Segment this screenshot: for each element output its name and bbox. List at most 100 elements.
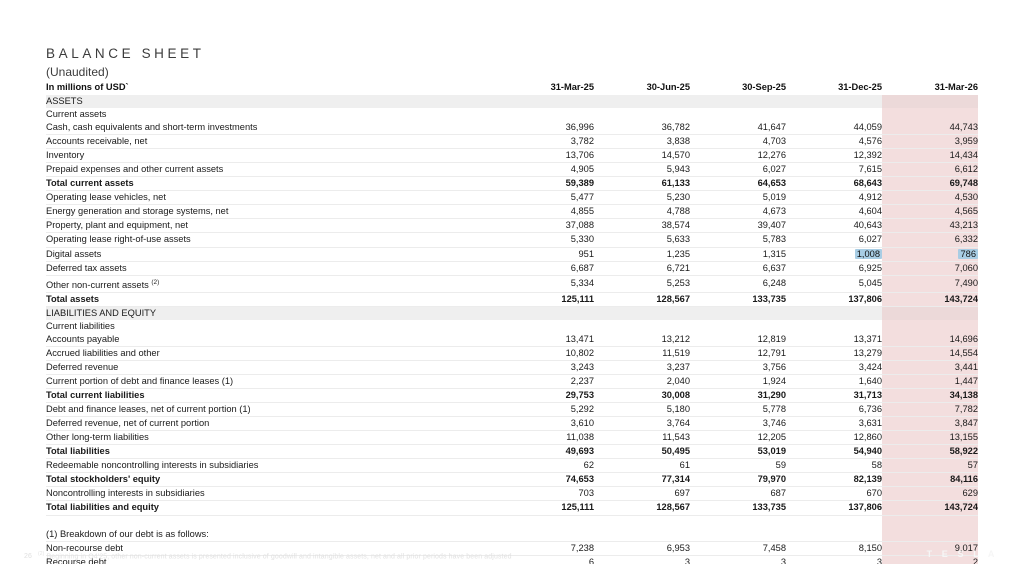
cell-c4: 3,424 [786,360,882,376]
cell-c2: 77,314 [594,472,690,488]
cell-c1 [498,320,594,333]
cell-c5[interactable]: 786 [882,247,978,262]
cell-c5[interactable]: 34,138 [882,388,978,404]
table-row: Accounts receivable, net 3,782 3,838 4,703 4… [46,134,978,150]
selected-cell-value[interactable]: 1,008 [854,248,882,259]
cell-c5[interactable]: 4,530 [882,190,978,206]
cell-c5[interactable]: 84,116 [882,472,978,488]
cell-c5[interactable]: 7,782 [882,402,978,418]
table-row: Deferred tax assets 6,687 6,721 6,637 6,925 7… [46,261,978,276]
cell-c5[interactable] [882,515,978,529]
group-header-current-liabilities: Current liabilities [46,319,978,333]
column-header-1: 31-Mar-25 [550,82,594,92]
cell-c2 [594,515,690,528]
cell-c1: 59,389 [498,176,594,192]
cell-c5[interactable] [882,306,978,320]
cell-c4 [786,108,882,121]
selected-cell-value[interactable]: 786 [958,248,978,259]
cell-c5[interactable]: 3,441 [882,360,978,376]
cell-c5[interactable]: 7,060 [882,261,978,276]
cell-c3: 12,276 [690,148,786,164]
cell-c2: 36,782 [594,121,690,136]
note-title-row: (1) Breakdown of our debt is as follows: [46,528,978,543]
row-label: Energy generation and storage systems, n… [46,204,498,220]
cell-c5[interactable] [882,319,978,333]
cell-c5[interactable]: 14,434 [882,148,978,164]
cell-c5[interactable]: 9,017 [882,541,978,557]
cell-c5[interactable]: 43,213 [882,218,978,234]
cell-c5[interactable]: 143,724 [882,291,978,307]
cell-c2: 3,237 [594,360,690,376]
balance-sheet-table: In millions of USD` 31-Mar-25 30-Jun-25 30-… [46,80,978,564]
cell-c4: 13,279 [786,346,882,361]
cell-c5[interactable] [882,528,978,543]
cell-c5[interactable]: 69,748 [882,176,978,192]
cell-c5[interactable]: 1,447 [882,374,978,390]
cell-c5[interactable]: 3,959 [882,134,978,150]
cell-c1 [498,306,594,320]
table-row: Digital assets 951 1,235 1,315 1,008 786 [46,247,978,262]
cell-c2: 6,953 [594,541,690,557]
total-row: Total current assets 59,389 61,133 64,653 68… [46,176,978,192]
row-label: Total liabilities [46,444,498,460]
row-label: Noncontrolling interests in subsidiaries [46,486,498,502]
row-label: Redeemable noncontrolling interests in s… [46,458,498,474]
cell-c5[interactable]: 14,696 [882,332,978,347]
total-row: Total current liabilities 29,753 30,008 31,… [46,388,978,404]
row-label: Non-recourse debt [46,541,498,557]
cell-c5[interactable]: 143,724 [882,500,978,516]
cell-c4: 5,045 [786,275,882,293]
cell-c4: 12,392 [786,148,882,164]
section-header-liabilities: LIABILITIES AND EQUITY [46,306,978,320]
cell-c3 [690,95,786,109]
cell-c4 [786,320,882,333]
cell-c3: 1,315 [690,247,786,262]
cell-c5[interactable]: 58,922 [882,444,978,460]
column-header-row: In millions of USD` 31-Mar-25 30-Jun-25 30-… [46,80,978,95]
row-label: (1) Breakdown of our debt is as follows: [46,528,498,543]
row-label: Accrued liabilities and other [46,346,498,361]
cell-c5[interactable] [882,95,978,109]
table-row: Accrued liabilities and other 10,802 11,51… [46,346,978,361]
cell-c3: 133,735 [690,291,786,307]
table-row: Inventory 13,706 14,570 12,276 12,392 14,434 [46,148,978,164]
cell-c5[interactable]: 57 [882,458,978,474]
cell-c5[interactable]: 6,612 [882,162,978,178]
cell-c2: 11,543 [594,430,690,446]
cell-c2: 5,633 [594,232,690,248]
cell-c1: 6 [498,555,594,564]
cell-c5[interactable]: 13,155 [882,430,978,446]
cell-c2 [594,95,690,109]
cell-c5[interactable]: 14,554 [882,346,978,361]
cell-c5[interactable]: 2 [882,555,978,564]
cell-c3: 4,673 [690,204,786,220]
spacer-row [46,515,978,529]
cell-c5[interactable] [882,108,978,122]
cell-c5[interactable]: 44,743 [882,121,978,136]
table-row: Redeemable noncontrolling interests in s… [46,458,978,474]
cell-c4: 13,371 [786,332,882,347]
cell-c3: 5,019 [690,190,786,206]
column-header-2: 30-Jun-25 [646,82,690,92]
cell-c2: 61 [594,458,690,474]
cell-c5[interactable]: 4,565 [882,204,978,220]
cell-c5[interactable]: 7,490 [882,275,978,293]
cell-c2: 2,040 [594,374,690,390]
cell-c2: 128,567 [594,500,690,516]
cell-c2: 1,235 [594,247,690,262]
row-label: Total current liabilities [46,388,498,404]
row-label: Total liabilities and equity [46,500,498,516]
cell-c4: 82,139 [786,472,882,488]
table-row: Other non-current assets (2) 5,334 5,253 6,… [46,275,978,293]
cell-c5[interactable]: 629 [882,486,978,502]
cell-c4: 31,713 [786,388,882,404]
row-label: Total stockholders' equity [46,472,498,488]
row-label: Deferred tax assets [46,261,498,276]
cell-c3: 41,647 [690,121,786,136]
table-row: Deferred revenue, net of current portion… [46,416,978,432]
cell-c3: 3,756 [690,360,786,376]
row-label: Deferred revenue [46,360,498,376]
cell-c4: 44,059 [786,121,882,136]
cell-c5[interactable]: 6,332 [882,232,978,248]
cell-c5[interactable]: 3,847 [882,416,978,432]
